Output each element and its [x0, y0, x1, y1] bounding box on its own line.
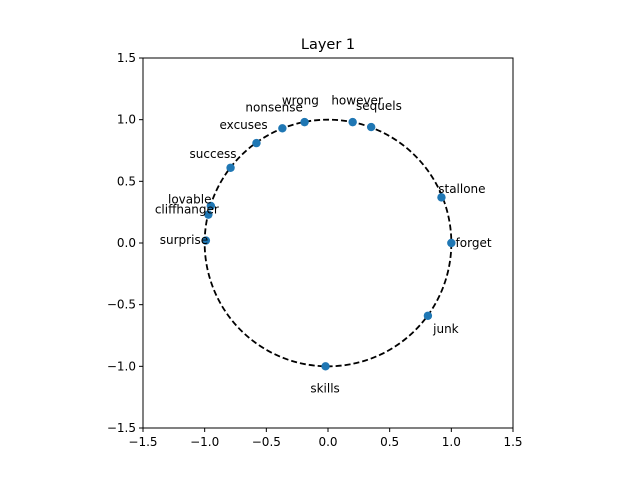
- x-tick-label: −0.5: [252, 435, 281, 449]
- y-tick-label: −1.5: [107, 421, 136, 435]
- point-skills: [321, 362, 330, 371]
- point-label-skills: skills: [310, 382, 339, 396]
- point-sequels: [366, 122, 376, 132]
- y-tick-label: 0.5: [117, 174, 136, 188]
- point-label-sequels: sequels: [356, 99, 402, 113]
- point-wrong: [300, 117, 309, 127]
- point-label-junk: junk: [432, 322, 459, 336]
- point-label-however: however: [331, 93, 383, 107]
- x-tick-label: 1.5: [503, 435, 522, 449]
- point-label-forget: forget: [456, 236, 492, 250]
- point-excuses: [252, 138, 261, 148]
- point-however: [348, 117, 357, 127]
- point-label-cliffhanger: cliffhanger: [155, 203, 219, 217]
- point-lovable: [206, 201, 216, 211]
- unit-circle: [203, 118, 453, 368]
- point-cliffhanger: [204, 210, 213, 219]
- point-label-nonsense: nonsense: [245, 101, 302, 115]
- chart-title: Layer 1: [301, 37, 355, 53]
- y-tick-label: 0.0: [117, 236, 136, 250]
- x-tick-label: 0.0: [318, 435, 337, 449]
- point-junk: [423, 311, 433, 320]
- point-nonsense: [278, 124, 287, 133]
- x-tick-label: −1.0: [190, 435, 219, 449]
- y-tick-label: 1.0: [117, 113, 136, 127]
- x-tick-label: 1.0: [442, 435, 461, 449]
- point-label-wrong: wrong: [282, 93, 319, 107]
- point-label-lovable: lovable: [168, 192, 211, 206]
- point-label-surprise: surprise: [160, 233, 208, 247]
- y-tick-label: 1.5: [117, 51, 136, 65]
- point-label-excuses: excuses: [220, 118, 268, 132]
- point-forget: [447, 238, 456, 248]
- y-tick-label: −0.5: [107, 298, 136, 312]
- x-tick-label: −1.5: [128, 435, 157, 449]
- point-success: [226, 163, 235, 172]
- point-label-success: success: [190, 147, 237, 161]
- y-tick-label: −1.0: [107, 359, 136, 373]
- point-stallone: [437, 193, 446, 202]
- x-tick-label: 0.5: [380, 435, 399, 449]
- point-surprise: [201, 236, 211, 245]
- point-label-stallone: stallone: [438, 182, 485, 196]
